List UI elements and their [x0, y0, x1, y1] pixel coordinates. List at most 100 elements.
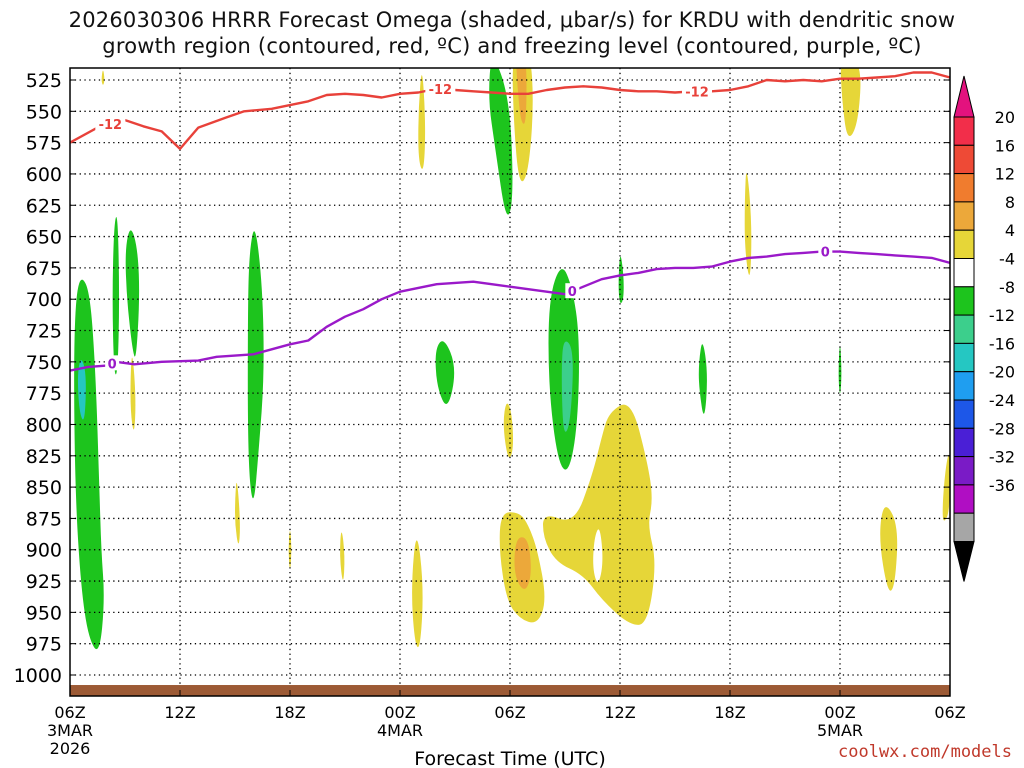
colorbar-top-arrow	[953, 75, 975, 118]
omega-region	[288, 530, 292, 569]
y-tick-label: 600	[26, 164, 62, 186]
colorbar-box	[953, 456, 975, 486]
colorbar-box	[953, 342, 975, 373]
y-tick-label: 950	[26, 602, 62, 624]
y-tick-label: 900	[26, 540, 62, 562]
y-tick-label: 825	[26, 446, 62, 468]
colorbar-box	[953, 314, 975, 344]
colorbar-box	[953, 286, 975, 316]
omega-region	[744, 173, 752, 275]
y-tick-label: 575	[26, 133, 62, 155]
x-tick-label: 12Z	[164, 703, 195, 722]
freezing-contour	[70, 250, 950, 372]
dgz-contour-label: -12	[99, 118, 123, 133]
x-tick-year: 2026	[50, 739, 91, 758]
colorbar-label: 8	[1005, 193, 1015, 212]
colorbar-box	[953, 512, 975, 543]
omega-region	[101, 70, 105, 85]
omega-region	[235, 482, 240, 544]
x-tick-label: 00Z	[384, 703, 415, 722]
x-axis-title: Forecast Time (UTC)	[414, 748, 605, 768]
omega-region	[840, 68, 861, 136]
omega-region	[880, 507, 898, 591]
omega-region	[503, 403, 514, 458]
colorbar: 20 16 12 8 4 -4 -8 -12 -16 -20 -24 -28 -32 -36	[953, 75, 1015, 582]
y-tick-label: 700	[26, 289, 62, 311]
x-tick-label: 18Z	[714, 703, 745, 722]
omega-region	[435, 341, 455, 404]
omega-region	[561, 341, 573, 432]
y-tick-label: 1000	[14, 665, 62, 687]
omega-region	[74, 279, 104, 650]
omega-region	[112, 217, 120, 375]
colorbar-label: -20	[989, 363, 1015, 382]
omega-region	[942, 454, 950, 521]
y-tick-label: 550	[26, 101, 62, 123]
y-tick-label: 775	[26, 383, 62, 405]
x-tick-label: 06Z	[54, 703, 85, 722]
colorbar-label: -32	[989, 448, 1015, 467]
x-tick-label: 00Z	[824, 703, 855, 722]
contour-lines: -12 -12 -12 0 0 0	[70, 71, 950, 372]
colorbar-box	[953, 229, 975, 259]
colorbar-box	[953, 427, 975, 458]
colorbar-label: -8	[999, 278, 1015, 297]
dgz-contour-label-bg	[95, 116, 126, 132]
colorbar-label: 4	[1005, 221, 1015, 240]
dgz-contour	[70, 71, 950, 151]
y-tick-label: 725	[26, 321, 62, 343]
y-tick-label: 975	[26, 634, 62, 656]
x-tick-label: 06Z	[494, 703, 525, 722]
dgz-contour-label-bg	[425, 81, 456, 97]
omega-region-cutout	[593, 529, 603, 582]
colorbar-label: 16	[995, 136, 1015, 155]
freezing-contour-label-bg	[105, 355, 120, 371]
y-tick-label: 800	[26, 414, 62, 436]
grid-lines	[70, 68, 950, 696]
y-tick-label: 625	[26, 195, 62, 217]
freezing-contour-label-bg	[565, 283, 580, 299]
omega-region	[77, 360, 86, 420]
colorbar-bottom-arrow	[953, 541, 975, 582]
freezing-contour-label-bg	[818, 243, 833, 259]
colorbar-box	[953, 144, 975, 175]
y-tick-label: 650	[26, 227, 62, 249]
omega-shading	[74, 68, 950, 650]
omega-region	[543, 404, 655, 625]
colorbar-box	[953, 201, 975, 231]
dgz-contour-label: -12	[429, 83, 453, 98]
x-tick-date: 3MAR	[47, 721, 93, 740]
colorbar-label: -36	[989, 476, 1015, 495]
omega-region	[489, 68, 513, 215]
y-axis-labels: 525 550 575 600 625 650 675 700 725 750 775 800 825 8…	[14, 70, 62, 687]
y-tick-label: 750	[26, 352, 62, 374]
freezing-contour-label: 0	[568, 285, 577, 300]
y-tick-label: 925	[26, 571, 62, 593]
colorbar-label: -16	[989, 334, 1015, 353]
omega-region	[340, 532, 345, 580]
x-tick-label: 06Z	[934, 703, 965, 722]
y-tick-label: 525	[26, 70, 62, 92]
omega-region	[418, 75, 426, 169]
colorbar-box	[953, 484, 975, 514]
colorbar-box	[953, 116, 975, 146]
omega-region	[412, 540, 423, 648]
omega-region	[125, 230, 140, 357]
chart-title-line2: growth region (contoured, red, ºC) and f…	[102, 34, 922, 58]
credit-link[interactable]: coolwx.com/models	[838, 742, 1012, 762]
y-tick-label: 875	[26, 508, 62, 530]
colorbar-box	[953, 371, 975, 401]
y-tick-label: 675	[26, 258, 62, 280]
x-tick-label: 18Z	[274, 703, 305, 722]
y-tick-label: 850	[26, 477, 62, 499]
omega-region	[516, 68, 527, 124]
omega-region	[698, 344, 707, 414]
colorbar-box	[953, 258, 975, 288]
freezing-contour-label: 0	[108, 357, 117, 372]
colorbar-label: 12	[995, 165, 1015, 184]
colorbar-label: 20	[995, 108, 1015, 127]
x-tick-label: 12Z	[604, 703, 635, 722]
x-tick-date: 5MAR	[817, 721, 863, 740]
x-tick-date: 4MAR	[377, 721, 423, 740]
